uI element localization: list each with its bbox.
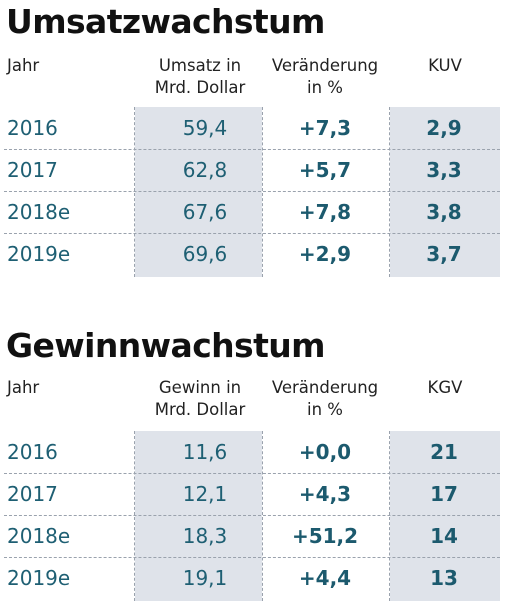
cell-year: 2016 bbox=[7, 440, 58, 464]
cell-value: 11,6 bbox=[182, 440, 228, 464]
column-divider bbox=[389, 431, 390, 601]
row-divider bbox=[4, 191, 500, 192]
cell-year: 2016 bbox=[7, 116, 58, 140]
cell-change: +4,4 bbox=[298, 566, 352, 590]
cell-change: +0,0 bbox=[298, 440, 352, 464]
cell-change: +51,2 bbox=[291, 524, 359, 548]
header-value-line2: Mrd. Dollar bbox=[154, 78, 246, 97]
cell-change: +5,7 bbox=[298, 158, 352, 182]
cell-value: 67,6 bbox=[182, 200, 228, 224]
cell-year: 2018e bbox=[7, 200, 71, 224]
cell-change: +7,8 bbox=[298, 200, 352, 224]
column-divider bbox=[262, 431, 263, 601]
column-divider bbox=[134, 431, 135, 601]
header-value-line2: Mrd. Dollar bbox=[154, 400, 246, 419]
cell-change: +2,9 bbox=[298, 242, 352, 266]
header-value-line1: Umsatz in bbox=[158, 56, 242, 75]
cell-ratio: 21 bbox=[430, 440, 458, 464]
row-divider bbox=[4, 149, 500, 150]
value-column-shade bbox=[135, 107, 262, 277]
value-column-shade bbox=[135, 431, 262, 601]
cell-year: 2017 bbox=[7, 482, 58, 506]
cell-ratio: 3,7 bbox=[426, 242, 462, 266]
header-change: Veränderung in % bbox=[272, 55, 378, 99]
header-value: Gewinn in Mrd. Dollar bbox=[155, 377, 246, 421]
cell-ratio: 3,3 bbox=[426, 158, 462, 182]
header-year: Jahr bbox=[7, 56, 40, 75]
cell-change: +7,3 bbox=[298, 116, 352, 140]
row-divider bbox=[4, 557, 500, 558]
cell-ratio: 17 bbox=[430, 482, 458, 506]
cell-value: 18,3 bbox=[182, 524, 228, 548]
header-ratio: KGV bbox=[427, 378, 463, 397]
cell-year: 2019e bbox=[7, 566, 71, 590]
header-change-line2: in % bbox=[307, 400, 343, 419]
row-divider bbox=[4, 515, 500, 516]
column-divider bbox=[262, 107, 263, 277]
cell-value: 12,1 bbox=[182, 482, 228, 506]
cell-value: 69,6 bbox=[182, 242, 228, 266]
row-divider bbox=[4, 233, 500, 234]
cell-ratio: 13 bbox=[430, 566, 458, 590]
cell-year: 2018e bbox=[7, 524, 71, 548]
section-umsatzwachstum: Umsatzwachstum Jahr Umsatz in Mrd. Dolla… bbox=[0, 0, 510, 290]
section-title: Umsatzwachstum bbox=[6, 2, 325, 41]
header-change-line1: Veränderung bbox=[271, 56, 379, 75]
cell-ratio: 2,9 bbox=[426, 116, 462, 140]
section-gewinnwachstum: Gewinnwachstum Jahr Gewinn in Mrd. Dolla… bbox=[0, 324, 510, 609]
header-value: Umsatz in Mrd. Dollar bbox=[155, 55, 246, 99]
cell-ratio: 14 bbox=[430, 524, 458, 548]
cell-year: 2019e bbox=[7, 242, 71, 266]
cell-year: 2017 bbox=[7, 158, 58, 182]
cell-value: 19,1 bbox=[182, 566, 228, 590]
cell-ratio: 3,8 bbox=[426, 200, 462, 224]
header-change-line2: in % bbox=[307, 78, 343, 97]
cell-value: 59,4 bbox=[182, 116, 228, 140]
section-title: Gewinnwachstum bbox=[6, 326, 326, 365]
cell-value: 62,8 bbox=[182, 158, 228, 182]
ratio-column-shade bbox=[390, 431, 500, 601]
row-divider bbox=[4, 473, 500, 474]
header-year: Jahr bbox=[7, 378, 40, 397]
header-change-line1: Veränderung bbox=[271, 378, 379, 397]
column-divider bbox=[134, 107, 135, 277]
cell-change: +4,3 bbox=[298, 482, 352, 506]
column-divider bbox=[389, 107, 390, 277]
header-ratio: KUV bbox=[428, 56, 462, 75]
header-value-line1: Gewinn in bbox=[158, 378, 242, 397]
header-change: Veränderung in % bbox=[272, 377, 378, 421]
ratio-column-shade bbox=[390, 107, 500, 277]
